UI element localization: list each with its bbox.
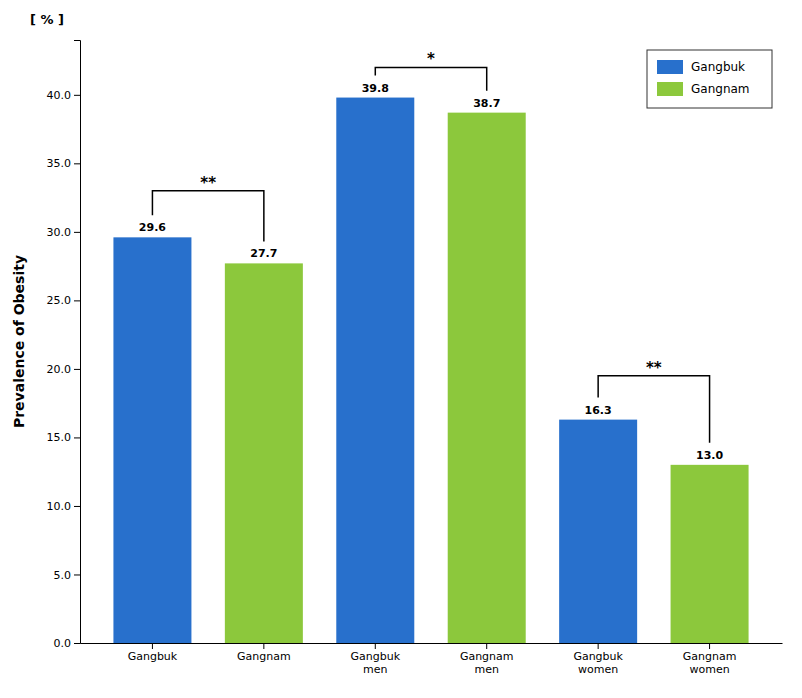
x-tick-mark bbox=[263, 643, 264, 649]
y-tick: 30.0 bbox=[47, 226, 81, 239]
y-tick-mark bbox=[74, 95, 80, 96]
bar bbox=[559, 420, 637, 643]
y-tick: 20.0 bbox=[47, 363, 81, 376]
y-axis-line bbox=[74, 41, 81, 644]
y-tick: 35.0 bbox=[47, 157, 81, 170]
y-tick-mark bbox=[74, 232, 80, 233]
y-tick-label: 40.0 bbox=[47, 89, 72, 102]
x-axis: Gangbuk Gangnam Gangbukmen Gangnammen Gangbu… bbox=[81, 643, 783, 676]
significance-label: * bbox=[427, 50, 435, 68]
y-tick: 10.0 bbox=[47, 500, 81, 513]
legend-label: Gangbuk bbox=[691, 60, 745, 74]
x-axis-line bbox=[81, 643, 783, 644]
legend-item: Gangnam bbox=[657, 82, 750, 97]
x-tick-label: Gangbukwomen bbox=[573, 650, 623, 676]
y-tick: 40.0 bbox=[47, 89, 81, 102]
data-label: 39.8 bbox=[362, 82, 389, 95]
significance-label: ** bbox=[646, 359, 662, 377]
y-tick-mark bbox=[74, 163, 80, 164]
bar bbox=[448, 113, 526, 643]
x-tick-mark bbox=[709, 643, 710, 649]
x-tick-label: Gangbuk bbox=[128, 650, 178, 663]
data-label: 29.6 bbox=[139, 221, 166, 234]
y-tick-mark bbox=[74, 506, 80, 507]
y-tick-label: 15.0 bbox=[47, 431, 72, 444]
y-tick-label: 25.0 bbox=[47, 294, 72, 307]
y-tick-label: 5.0 bbox=[54, 568, 72, 581]
data-label: 13.0 bbox=[696, 449, 723, 462]
y-tick-label: 30.0 bbox=[47, 226, 72, 239]
bar bbox=[225, 263, 303, 643]
x-tick-label: Gangnamwomen bbox=[683, 650, 737, 676]
legend-item: Gangbuk bbox=[657, 60, 745, 75]
y-tick-label: 0.0 bbox=[54, 637, 72, 650]
x-tick-label: Gangbukmen bbox=[351, 650, 401, 676]
y-tick-mark bbox=[74, 437, 80, 438]
legend-swatch bbox=[657, 60, 683, 74]
data-label: 27.7 bbox=[250, 247, 277, 260]
x-tick-mark bbox=[598, 643, 599, 649]
y-tick-label: 20.0 bbox=[47, 363, 72, 376]
data-labels: 29.6 39.8 16.3 27.7 38.7 13.0 bbox=[139, 82, 724, 462]
y-tick-label: 35.0 bbox=[47, 157, 72, 170]
y-axis: 0.0 5.0 10.0 15.0 20.0 25.0 30.0 35.0 40.0 bbox=[47, 41, 81, 651]
x-tick-mark bbox=[375, 643, 376, 649]
y-tick-mark bbox=[74, 369, 80, 370]
legend: Gangbuk Gangnam bbox=[647, 50, 772, 108]
x-tick-label: Gangnam bbox=[237, 650, 291, 663]
y-tick: 15.0 bbox=[47, 431, 81, 444]
x-tick: Gangbuk bbox=[128, 643, 178, 663]
data-label: 16.3 bbox=[585, 404, 612, 417]
y-tick-label: 10.0 bbox=[47, 500, 72, 513]
x-tick: Gangnammen bbox=[460, 643, 514, 676]
bar bbox=[671, 465, 749, 643]
y-axis-title: Prevalence of Obesity bbox=[11, 255, 27, 428]
significance-bracket bbox=[375, 67, 486, 90]
y-unit-label: [ % ] bbox=[30, 12, 64, 27]
bar bbox=[336, 98, 414, 643]
significance-bracket bbox=[152, 191, 263, 242]
chart: 0.0 5.0 10.0 15.0 20.0 25.0 30.0 35.0 40.0 Gangbu… bbox=[0, 0, 802, 698]
y-tick-mark bbox=[74, 643, 80, 644]
significance-label: ** bbox=[200, 174, 216, 192]
x-tick: Gangbukwomen bbox=[573, 643, 623, 676]
annotations: [ % ]***** bbox=[30, 12, 710, 443]
x-tick-mark bbox=[152, 643, 153, 649]
y-tick-mark bbox=[74, 574, 80, 575]
bars bbox=[113, 98, 748, 643]
plot: 0.0 5.0 10.0 15.0 20.0 25.0 30.0 35.0 40.0 Gangbu… bbox=[30, 12, 783, 676]
bar bbox=[113, 237, 191, 643]
significance-bracket bbox=[598, 376, 709, 443]
x-tick: Gangnam bbox=[237, 643, 291, 663]
legend-swatch bbox=[657, 82, 683, 96]
x-tick-label: Gangnammen bbox=[460, 650, 514, 676]
legend-label: Gangnam bbox=[691, 82, 750, 96]
y-tick: 25.0 bbox=[47, 294, 81, 307]
y-tick-mark bbox=[74, 300, 80, 301]
data-label: 38.7 bbox=[473, 97, 500, 110]
legend-frame bbox=[647, 50, 772, 108]
y-tick: 0.0 bbox=[54, 637, 81, 650]
x-tick-mark bbox=[486, 643, 487, 649]
x-tick: Gangnamwomen bbox=[683, 643, 737, 676]
y-tick: 5.0 bbox=[54, 568, 81, 581]
x-tick: Gangbukmen bbox=[351, 643, 401, 676]
